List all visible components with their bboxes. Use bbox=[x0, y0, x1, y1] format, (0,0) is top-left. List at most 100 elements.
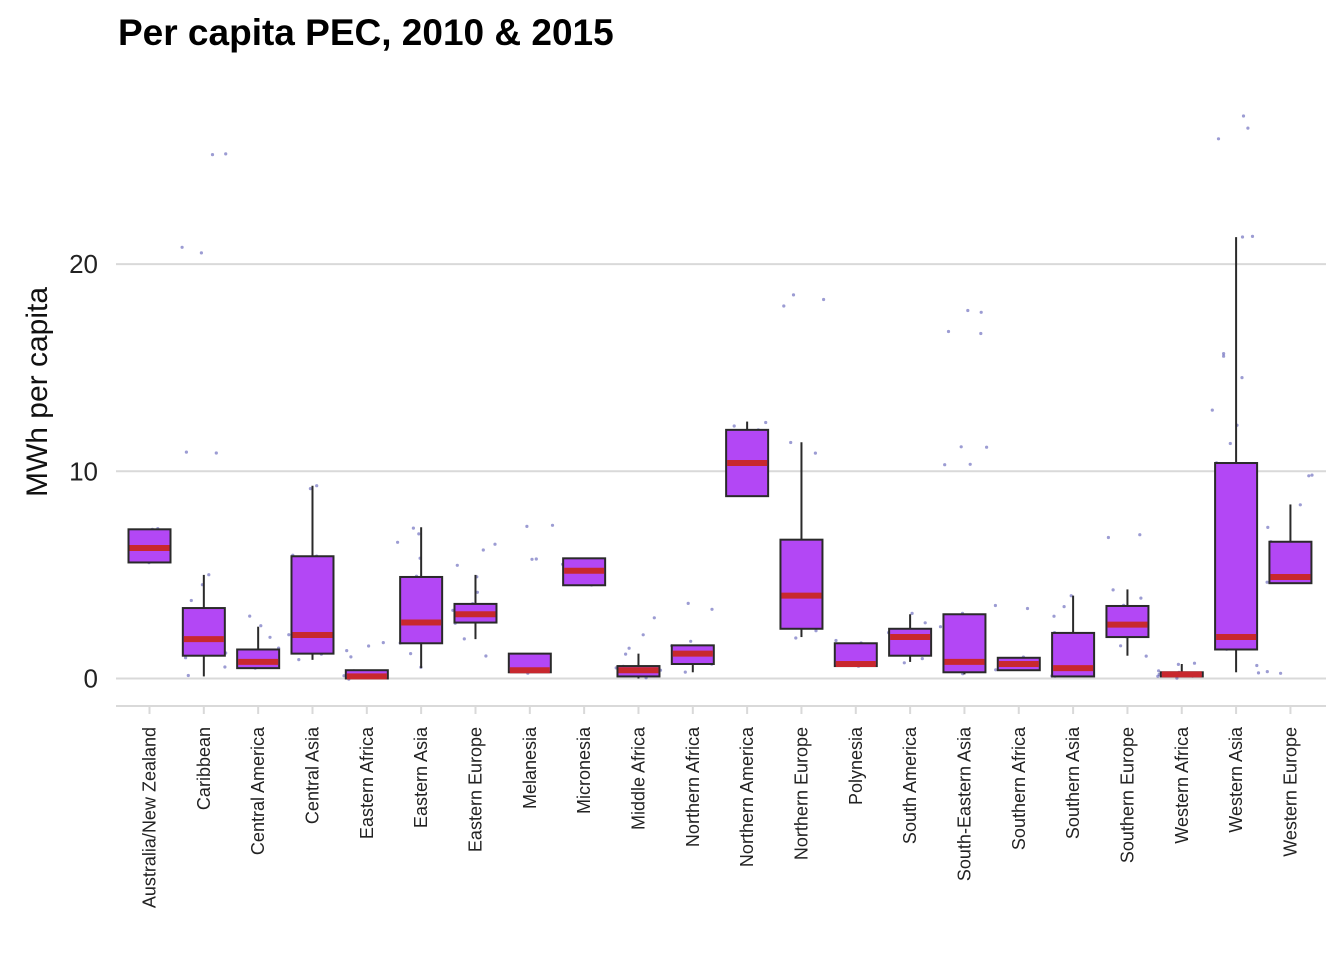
box-5 bbox=[344, 669, 389, 680]
gridlines bbox=[116, 263, 1326, 680]
data-point bbox=[1265, 670, 1269, 674]
data-point bbox=[550, 523, 555, 527]
data-point bbox=[186, 673, 190, 678]
data-point bbox=[979, 310, 983, 314]
data-point bbox=[248, 614, 252, 618]
data-point bbox=[1240, 235, 1245, 239]
box-body bbox=[290, 555, 335, 655]
box-9 bbox=[562, 557, 607, 587]
x-tick-label: Caribbean bbox=[194, 727, 214, 810]
data-point bbox=[367, 644, 371, 648]
data-point bbox=[462, 637, 466, 641]
data-point bbox=[345, 649, 349, 653]
x-tick-label: Western Asia bbox=[1226, 726, 1246, 833]
data-point bbox=[199, 251, 203, 255]
data-point bbox=[207, 573, 211, 577]
box-body bbox=[181, 607, 226, 657]
data-point bbox=[342, 674, 346, 678]
data-point bbox=[1216, 137, 1221, 141]
box-14 bbox=[833, 642, 878, 668]
data-point bbox=[455, 563, 459, 567]
data-point bbox=[1052, 614, 1056, 618]
data-point bbox=[1144, 654, 1148, 658]
data-point bbox=[1210, 408, 1214, 412]
data-point bbox=[791, 293, 796, 297]
x-tick-label: Polynesia bbox=[846, 726, 866, 805]
chart-title: Per capita PEC, 2010 & 2015 bbox=[118, 12, 614, 53]
data-point bbox=[959, 445, 963, 449]
box-10 bbox=[616, 653, 661, 679]
data-point bbox=[1222, 352, 1226, 356]
data-point bbox=[184, 450, 188, 454]
y-tick-label: 10 bbox=[69, 456, 98, 486]
box-2 bbox=[181, 574, 226, 677]
data-point bbox=[985, 445, 989, 449]
box-16 bbox=[942, 613, 987, 675]
data-point bbox=[1228, 441, 1232, 446]
x-tick-label: Northern Europe bbox=[792, 727, 812, 860]
x-tick-label: South America bbox=[900, 726, 920, 844]
box-13 bbox=[779, 442, 824, 638]
data-point bbox=[297, 658, 301, 662]
data-point bbox=[1139, 596, 1143, 600]
x-tick-label: Southern Africa bbox=[1009, 726, 1029, 850]
box-6 bbox=[399, 527, 444, 669]
data-point bbox=[782, 304, 786, 308]
data-point bbox=[641, 633, 645, 637]
data-point bbox=[308, 487, 312, 491]
data-point bbox=[1138, 533, 1142, 537]
box-body bbox=[1214, 462, 1259, 651]
data-point bbox=[417, 532, 421, 536]
data-point bbox=[923, 621, 927, 625]
box-11 bbox=[670, 644, 715, 673]
box-21 bbox=[1214, 237, 1259, 673]
box-15 bbox=[888, 614, 933, 662]
data-point bbox=[979, 331, 983, 336]
data-point bbox=[1240, 376, 1244, 380]
data-point bbox=[789, 440, 793, 445]
data-point bbox=[180, 245, 184, 249]
data-point bbox=[1176, 662, 1180, 667]
data-point bbox=[1310, 473, 1314, 477]
data-point bbox=[1192, 661, 1197, 665]
data-point bbox=[1265, 580, 1269, 584]
box-3 bbox=[236, 626, 281, 670]
data-point bbox=[259, 624, 263, 628]
box-17 bbox=[996, 656, 1041, 672]
data-point bbox=[689, 639, 693, 643]
data-point bbox=[652, 616, 656, 620]
x-tick-label: Central Asia bbox=[303, 726, 323, 824]
data-point bbox=[184, 656, 188, 660]
data-point bbox=[1298, 503, 1302, 507]
x-tick-label: Northern Africa bbox=[683, 726, 703, 847]
box-12 bbox=[725, 421, 770, 498]
x-tick-label: Australia/New Zealand bbox=[140, 727, 160, 908]
data-point bbox=[993, 603, 998, 608]
data-point bbox=[1246, 126, 1250, 130]
data-point bbox=[1106, 535, 1110, 540]
data-point bbox=[493, 542, 497, 546]
data-point bbox=[1256, 671, 1261, 675]
data-point bbox=[902, 661, 906, 665]
y-tick-label: 20 bbox=[69, 249, 98, 279]
data-point bbox=[946, 329, 951, 334]
box-4 bbox=[290, 485, 335, 660]
box-body bbox=[888, 627, 933, 657]
data-point bbox=[1241, 114, 1246, 118]
data-point bbox=[686, 601, 690, 606]
data-point bbox=[484, 654, 488, 658]
data-point bbox=[214, 451, 218, 455]
data-point bbox=[813, 451, 818, 455]
box-20 bbox=[1159, 663, 1204, 678]
data-point bbox=[822, 297, 826, 302]
data-point bbox=[710, 607, 714, 611]
data-point bbox=[1119, 644, 1123, 648]
data-point bbox=[409, 652, 413, 656]
data-point bbox=[814, 629, 818, 633]
data-point bbox=[1250, 234, 1255, 238]
x-tick-label: Western Africa bbox=[1172, 726, 1192, 844]
x-tick-label: Eastern Asia bbox=[411, 726, 431, 828]
data-point bbox=[1255, 663, 1259, 668]
data-point bbox=[315, 484, 319, 488]
